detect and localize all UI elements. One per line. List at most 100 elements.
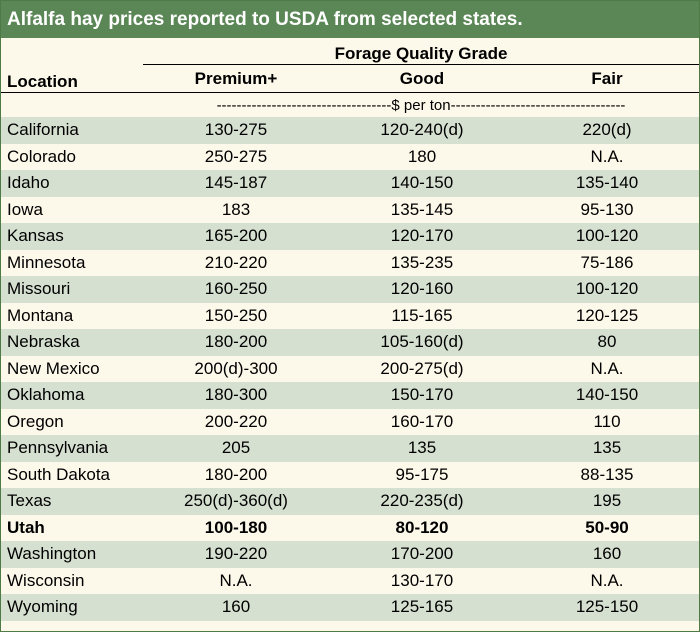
fair-price-cell: 120-125 bbox=[575, 305, 639, 325]
fair-price-cell: 125-150 bbox=[575, 597, 639, 617]
premium-price-cell: 145-187 bbox=[204, 173, 268, 193]
fair-price-cell: 160 bbox=[592, 544, 622, 564]
table-row: Missouri 160-250 120-160 100-120 bbox=[1, 276, 700, 303]
fair-price-cell: 95-130 bbox=[580, 199, 634, 219]
table-row: Idaho 145-187 140-150 135-140 bbox=[1, 170, 700, 197]
good-price-cell: 170-200 bbox=[390, 544, 454, 564]
good-price-cell: 135 bbox=[407, 438, 437, 458]
location-cell: Wisconsin bbox=[7, 570, 85, 590]
location-cell: Washington bbox=[7, 544, 97, 564]
location-cell: California bbox=[7, 120, 79, 140]
table-row: Oregon 200-220 160-170 110 bbox=[1, 408, 700, 435]
premium-price-cell: 200-220 bbox=[204, 411, 268, 431]
premium-price-cell: 130-275 bbox=[204, 120, 268, 140]
fair-price-cell: 220(d) bbox=[582, 120, 632, 140]
premium-price-cell: 165-200 bbox=[204, 226, 268, 246]
premium-price-cell: 180-200 bbox=[204, 332, 268, 352]
location-cell: Utah bbox=[7, 517, 45, 537]
good-price-cell: 80-120 bbox=[395, 517, 449, 537]
premium-price-cell: 210-220 bbox=[204, 252, 268, 272]
table-row: Texas 250(d)-360(d) 220-235(d) 195 bbox=[1, 488, 700, 515]
premium-price-cell: 180-300 bbox=[204, 385, 268, 405]
good-column-header: Good bbox=[329, 64, 515, 93]
good-price-cell: 125-165 bbox=[390, 597, 454, 617]
forage-quality-grade-header: Forage Quality Grade bbox=[143, 38, 700, 65]
table-row: Washington 190-220 170-200 160 bbox=[1, 541, 700, 568]
good-price-cell: 180 bbox=[407, 146, 437, 166]
good-price-cell: 115-165 bbox=[391, 305, 453, 325]
premium-column-header: Premium+ bbox=[143, 64, 329, 93]
location-cell: South Dakota bbox=[7, 464, 111, 484]
good-price-cell: 150-170 bbox=[390, 385, 454, 405]
good-price-cell: 135-145 bbox=[390, 199, 454, 219]
fair-price-cell: 50-90 bbox=[585, 517, 629, 537]
location-cell: Iowa bbox=[7, 199, 43, 219]
location-cell: Oregon bbox=[7, 411, 64, 431]
table-row: Wyoming 160 125-165 125-150 bbox=[1, 594, 700, 621]
location-cell: Minnesota bbox=[7, 252, 86, 272]
location-cell: Missouri bbox=[7, 279, 71, 299]
table-title: Alfalfa hay prices reported to USDA from… bbox=[1, 1, 699, 38]
location-cell: Kansas bbox=[7, 226, 64, 246]
premium-price-cell: 205 bbox=[221, 438, 251, 458]
location-cell: Colorado bbox=[7, 146, 76, 166]
location-cell: Wyoming bbox=[7, 597, 78, 617]
fair-column-header: Fair bbox=[515, 64, 700, 93]
premium-price-cell: 160-250 bbox=[204, 279, 268, 299]
units-label: -----------------------------------$ per… bbox=[216, 96, 626, 114]
table-row: Iowa 183 135-145 95-130 bbox=[1, 196, 700, 223]
table-row: Montana 150-250 115-165 120-125 bbox=[1, 302, 700, 329]
premium-price-cell: 150-250 bbox=[204, 305, 268, 325]
good-price-cell: 200-275(d) bbox=[380, 358, 464, 378]
premium-price-cell: 183 bbox=[221, 199, 251, 219]
premium-price-cell: 100-180 bbox=[204, 517, 268, 537]
location-cell: Pennsylvania bbox=[7, 438, 109, 458]
fair-price-cell: 135 bbox=[592, 438, 622, 458]
units-blank bbox=[1, 93, 143, 118]
premium-price-cell: 180-200 bbox=[204, 464, 268, 484]
location-cell: New Mexico bbox=[7, 358, 100, 378]
fair-price-cell: 75-186 bbox=[580, 252, 634, 272]
fair-price-cell: 110 bbox=[593, 411, 621, 431]
premium-price-cell: N.A. bbox=[219, 570, 253, 590]
table-row: Pennsylvania 205 135 135 bbox=[1, 435, 700, 462]
location-cell: Oklahoma bbox=[7, 385, 85, 405]
good-price-cell: 140-150 bbox=[390, 173, 454, 193]
good-price-cell: 120-240(d) bbox=[380, 120, 464, 140]
location-cell: Texas bbox=[7, 491, 52, 511]
good-price-cell: 95-175 bbox=[395, 464, 449, 484]
location-cell: Nebraska bbox=[7, 332, 80, 352]
premium-price-cell: 250-275 bbox=[204, 146, 268, 166]
good-price-cell: 220-235(d) bbox=[380, 491, 464, 511]
table-row: Wisconsin N.A. 130-170 N.A. bbox=[1, 567, 700, 594]
table-row: Oklahoma 180-300 150-170 140-150 bbox=[1, 382, 700, 409]
premium-price-cell: 190-220 bbox=[204, 544, 268, 564]
good-price-cell: 120-160 bbox=[390, 279, 454, 299]
table-row: Minnesota 210-220 135-235 75-186 bbox=[1, 249, 700, 276]
header-blank bbox=[1, 38, 143, 65]
table-row: South Dakota 180-200 95-175 88-135 bbox=[1, 461, 700, 488]
premium-price-cell: 200(d)-300 bbox=[194, 358, 278, 378]
fair-price-cell: N.A. bbox=[590, 146, 624, 166]
good-price-cell: 160-170 bbox=[390, 411, 454, 431]
good-price-cell: 130-170 bbox=[390, 570, 454, 590]
table-row: California 130-275 120-240(d) 220(d) bbox=[1, 117, 700, 144]
fair-price-cell: 100-120 bbox=[575, 226, 639, 246]
location-column-header: Location bbox=[1, 64, 143, 93]
good-price-cell: 105-160(d) bbox=[380, 332, 464, 352]
location-cell: Montana bbox=[7, 305, 74, 325]
fair-price-cell: 140-150 bbox=[575, 385, 639, 405]
good-price-cell: 135-235 bbox=[390, 252, 454, 272]
fair-price-cell: 80 bbox=[597, 332, 617, 352]
table-row: Kansas 165-200 120-170 100-120 bbox=[1, 223, 700, 250]
good-price-cell: 120-170 bbox=[390, 226, 454, 246]
fair-price-cell: N.A. bbox=[590, 358, 624, 378]
table-row: New Mexico 200(d)-300 200-275(d) N.A. bbox=[1, 355, 700, 382]
fair-price-cell: 195 bbox=[592, 491, 622, 511]
table-row: Nebraska 180-200 105-160(d) 80 bbox=[1, 329, 700, 356]
fair-price-cell: 100-120 bbox=[575, 279, 639, 299]
fair-price-cell: 135-140 bbox=[575, 173, 639, 193]
premium-price-cell: 250(d)-360(d) bbox=[184, 491, 288, 511]
table-row: Utah 100-180 80-120 50-90 bbox=[1, 514, 700, 541]
